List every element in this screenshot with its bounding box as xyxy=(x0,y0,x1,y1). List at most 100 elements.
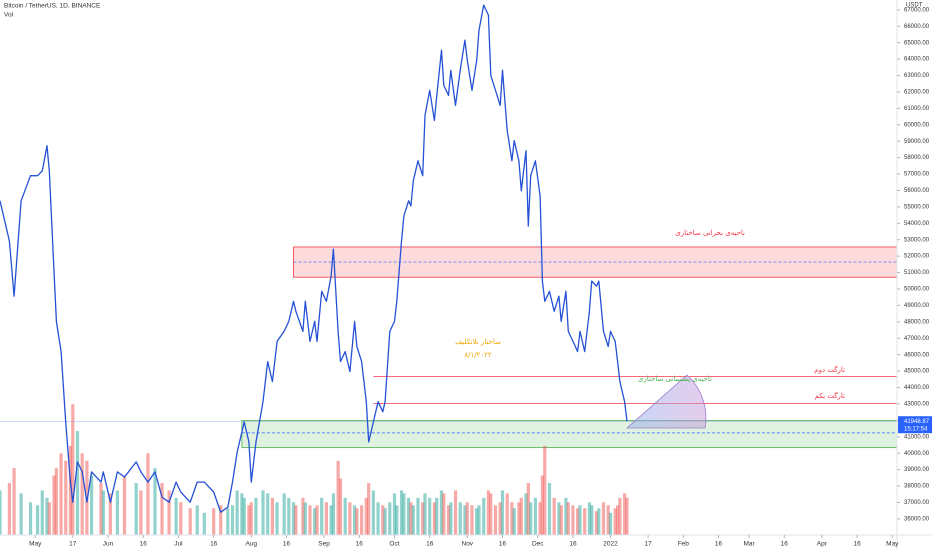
volume-bar xyxy=(449,502,453,535)
volume-bar xyxy=(486,490,491,535)
volume-bar xyxy=(315,505,319,535)
volume-bar xyxy=(153,468,157,535)
volume-bar xyxy=(59,453,63,535)
y-tick-label: 51000.00 xyxy=(904,270,930,276)
volume-bar xyxy=(235,490,239,535)
y-tick-label: 56000.00 xyxy=(904,188,930,194)
volume-bar xyxy=(301,497,305,535)
x-tick-label: 17 xyxy=(69,541,77,548)
volume-bar xyxy=(122,475,127,535)
volume-bar xyxy=(517,502,521,535)
volume-bar xyxy=(615,505,620,535)
volume-bar xyxy=(174,497,178,535)
volume-bar xyxy=(421,502,425,535)
volume-bar xyxy=(411,505,415,535)
volume-bar xyxy=(219,505,223,535)
x-tick-label: 16 xyxy=(781,541,789,548)
volume-bar xyxy=(559,505,563,535)
volume-bar xyxy=(566,502,570,535)
volume-bar xyxy=(510,502,514,535)
volume-bar xyxy=(226,508,230,535)
x-tick-label: Nov xyxy=(462,541,474,548)
volume-bar xyxy=(287,497,291,535)
volume-bar xyxy=(402,493,406,535)
volume-bar xyxy=(115,490,120,535)
y-tick-label: 41000.00 xyxy=(904,434,930,440)
plot-overlay xyxy=(0,4,628,513)
volume-bar xyxy=(601,502,606,535)
last-price-box xyxy=(898,416,932,434)
volume-bar xyxy=(71,404,75,535)
volume-bar xyxy=(270,497,274,535)
volume-bar xyxy=(625,497,629,535)
y-tick-label: 52000.00 xyxy=(904,254,930,260)
currency-label: USDT xyxy=(906,3,923,9)
note-date: ۸/۱/۲۰۲۲ xyxy=(464,351,492,359)
volume-bar xyxy=(463,505,467,535)
volume-bar xyxy=(533,497,537,535)
volume-bar xyxy=(195,505,199,535)
x-tick-label: Apr xyxy=(817,541,828,548)
volume-bar xyxy=(409,502,413,535)
x-tick-label: Sep xyxy=(318,541,330,548)
y-tick-label: 43000.00 xyxy=(904,402,930,408)
y-tick-label: 38000.00 xyxy=(904,484,930,490)
volume-bar xyxy=(355,508,359,535)
y-tick-label: 61000.00 xyxy=(904,106,930,112)
x-tick-label: Mar xyxy=(743,541,755,548)
x-tick-label: 16 xyxy=(140,541,148,548)
volume-bar xyxy=(395,505,399,535)
volume-bar xyxy=(498,502,502,535)
volume-bar xyxy=(324,502,328,535)
volume-bar xyxy=(294,505,298,535)
volume-bar xyxy=(313,508,317,535)
volume-bar xyxy=(179,502,183,535)
y-tick-label: 50000.00 xyxy=(904,287,930,293)
volume-bar xyxy=(571,505,575,535)
x-tick-label: Feb xyxy=(678,541,690,548)
y-tick-label: 53000.00 xyxy=(904,237,930,243)
y-tick-label: 44000.00 xyxy=(904,385,930,391)
zone-label: ناحیه‌ی پشتیبانی ساختاری xyxy=(638,375,712,383)
price-line xyxy=(0,4,628,513)
volume-bar xyxy=(381,505,385,535)
y-tick-label: 49000.00 xyxy=(904,303,930,309)
volume-bar xyxy=(364,497,368,535)
last-price-label: 41948.87 xyxy=(904,419,930,425)
volume-bar xyxy=(99,482,103,535)
volume-bar xyxy=(606,505,610,535)
volume-bar xyxy=(613,508,617,535)
y-tick-label: 66000.00 xyxy=(904,24,930,30)
x-tick-label: 16 xyxy=(569,541,577,548)
volume-bar xyxy=(35,505,40,535)
y-tick-label: 67000.00 xyxy=(904,7,930,13)
y-tick-label: 59000.00 xyxy=(904,139,930,145)
chart-title: Bitcoin / TetherUS, 1D, BINANCE xyxy=(4,3,101,10)
volume-bar xyxy=(266,493,270,535)
volume-bar xyxy=(261,490,265,535)
x-tick-label: 16 xyxy=(356,541,364,548)
volume-bar xyxy=(590,505,594,535)
y-tick-label: 57000.00 xyxy=(904,172,930,178)
y-tick-label: 45000.00 xyxy=(904,369,930,375)
zone xyxy=(241,419,897,449)
volume-bar xyxy=(212,508,216,535)
volume-bar xyxy=(338,478,343,535)
x-tick-label: Aug xyxy=(245,541,257,548)
volume-bar xyxy=(477,505,481,535)
volume-bar xyxy=(578,505,582,535)
volume-bar xyxy=(75,430,80,535)
volume-bar xyxy=(458,502,462,535)
y-tick-label: 58000.00 xyxy=(904,155,930,161)
volume-bar xyxy=(320,497,324,535)
volume-bar xyxy=(80,453,84,535)
volume-bar xyxy=(583,508,587,535)
volume-bar xyxy=(19,493,23,535)
volume-bar xyxy=(512,508,516,535)
volume-bar xyxy=(557,502,561,535)
volume-bar xyxy=(576,508,580,535)
volume-bar xyxy=(543,445,547,535)
volume-bar xyxy=(597,508,601,535)
volume-bar xyxy=(519,497,523,535)
